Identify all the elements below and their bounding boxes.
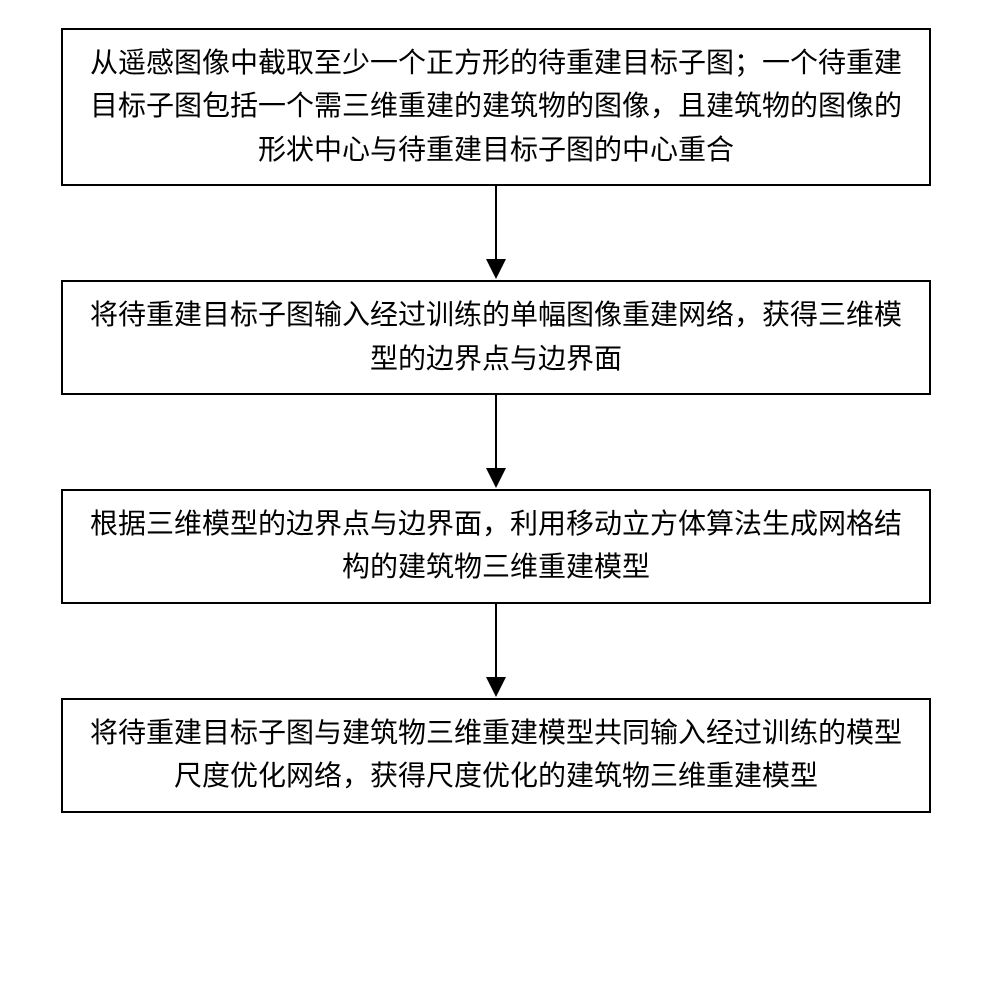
- arrow-line: [495, 186, 497, 260]
- arrow-line: [495, 604, 497, 678]
- flowchart-step-3: 根据三维模型的边界点与边界面，利用移动立方体算法生成网格结构的建筑物三维重建模型: [61, 489, 931, 604]
- flowchart-step-4: 将待重建目标子图与建筑物三维重建模型共同输入经过训练的模型尺度优化网络，获得尺度…: [61, 698, 931, 813]
- arrow-2-3: [486, 395, 506, 489]
- step-3-text: 根据三维模型的边界点与边界面，利用移动立方体算法生成网格结构的建筑物三维重建模型: [81, 503, 911, 590]
- arrow-1-2: [486, 186, 506, 280]
- arrow-3-4: [486, 604, 506, 698]
- flowchart-container: 从遥感图像中截取至少一个正方形的待重建目标子图；一个待重建目标子图包括一个需三维…: [0, 0, 992, 841]
- arrow-head-icon: [486, 259, 506, 279]
- step-4-text: 将待重建目标子图与建筑物三维重建模型共同输入经过训练的模型尺度优化网络，获得尺度…: [81, 712, 911, 799]
- flowchart-step-2: 将待重建目标子图输入经过训练的单幅图像重建网络，获得三维模型的边界点与边界面: [61, 280, 931, 395]
- arrow-head-icon: [486, 677, 506, 697]
- step-1-text: 从遥感图像中截取至少一个正方形的待重建目标子图；一个待重建目标子图包括一个需三维…: [81, 42, 911, 172]
- step-2-text: 将待重建目标子图输入经过训练的单幅图像重建网络，获得三维模型的边界点与边界面: [81, 294, 911, 381]
- arrow-line: [495, 395, 497, 469]
- flowchart-step-1: 从遥感图像中截取至少一个正方形的待重建目标子图；一个待重建目标子图包括一个需三维…: [61, 28, 931, 186]
- arrow-head-icon: [486, 468, 506, 488]
